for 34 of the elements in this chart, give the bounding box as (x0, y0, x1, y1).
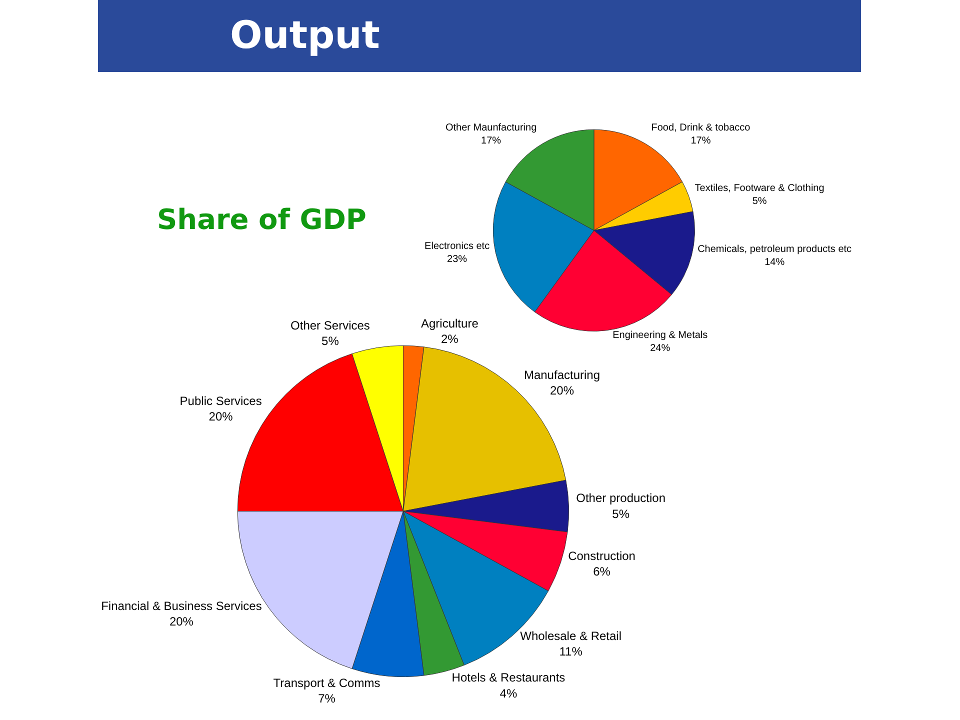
slice-label: Other production (576, 491, 666, 506)
data-label: 5% (612, 506, 630, 521)
data-label: 7% (318, 692, 336, 706)
slice-label: Public Services (180, 394, 262, 408)
slice-label: Hotels & Restaurants (452, 670, 566, 685)
data-label: 23% (447, 254, 468, 265)
slice-label: Manufacturing (524, 368, 600, 382)
slice-label: Chemicals, petroleum products etc (698, 244, 852, 256)
chart-title: Output (230, 13, 380, 57)
data-label: 24% (650, 343, 670, 354)
data-label: 20% (169, 614, 194, 628)
data-label: 5% (752, 196, 767, 207)
slice-label: Engineering & Metals (612, 330, 708, 342)
data-label: 14% (764, 257, 785, 268)
data-label: 17% (481, 136, 502, 147)
data-label: 4% (500, 686, 518, 700)
slice-label: Textiles, Footware & Clothing (694, 182, 824, 194)
slice-label: Transport & Comms (273, 676, 380, 690)
data-label: 2% (441, 332, 459, 346)
slice-label: Agriculture (421, 316, 479, 330)
data-label: 6% (593, 564, 611, 579)
slice-label: Construction (568, 548, 636, 563)
slice-label: Financial & Business Services (101, 598, 262, 613)
data-label: 11% (559, 644, 583, 659)
slice-label: Other Services (290, 318, 370, 332)
data-label: 20% (550, 383, 574, 398)
data-label: 5% (322, 334, 340, 348)
slice-label: Other Maunfacturing (445, 122, 537, 134)
slice-label: Wholesale & Retail (520, 628, 622, 643)
chart-subtitle: Share of GDP (157, 203, 366, 236)
slice-label: Food, Drink & tobacco (651, 122, 751, 134)
data-label: 17% (690, 136, 711, 147)
slice-label: Electronics etc (424, 240, 490, 252)
data-label: 20% (208, 410, 234, 424)
